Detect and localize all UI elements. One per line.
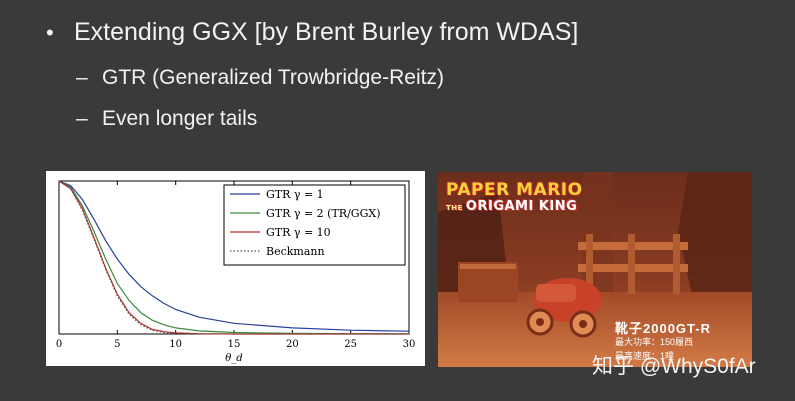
x-tick-label: 5: [114, 339, 120, 350]
sub-bullet-1: – GTR (Generalized Trowbridge-Reitz): [76, 66, 444, 90]
gtr-plot: 0 5 10 15 20 25 30 θ_d GTR γ = 1 GTR γ = 2 (TR/GG…: [46, 171, 425, 366]
main-bullet: • Extending GGX [by Brent Burley from WD…: [46, 18, 578, 47]
bullet-glyph: •: [46, 19, 54, 45]
car-stat-power: 最大功率：150履西: [615, 337, 694, 347]
sub-bullet-1-text: GTR (Generalized Trowbridge-Reitz): [102, 66, 444, 89]
sub-bullet-2: – Even longer tails: [76, 107, 257, 131]
x-tick-label: 10: [169, 339, 182, 350]
series-line-2: [58, 180, 410, 335]
game-logo-subtitle: THE ORIGAMI KING: [446, 199, 577, 214]
sub-bullet-2-text: Even longer tails: [102, 107, 258, 130]
game-scene-image: [438, 172, 752, 367]
game-logo-title: PAPER MARIO: [446, 180, 583, 200]
game-screenshot: PAPER MARIO THE ORIGAMI KING 靴子2000GT-R 最…: [438, 172, 752, 367]
x-tick-label: 25: [344, 339, 357, 350]
series-line-1: [58, 180, 410, 332]
game-logo-subtitle-text: ORIGAMI KING: [465, 199, 578, 214]
x-tick-label: 20: [286, 339, 299, 350]
dash-glyph: –: [76, 107, 88, 130]
legend-box: [223, 184, 406, 266]
x-tick-label: 15: [228, 339, 241, 350]
x-tick-label: 0: [56, 339, 62, 350]
legend-label: GTR γ = 1: [266, 188, 324, 201]
legend-label: Beckmann: [266, 245, 325, 258]
legend-label: GTR γ = 2 (TR/GGX): [266, 207, 381, 220]
x-axis-label: θ_d: [225, 353, 242, 364]
x-tick-label: 30: [403, 339, 416, 350]
series-line-4: [58, 180, 409, 335]
plot-canvas: 0 5 10 15 20 25 30 θ_d GTR γ = 1 GTR γ = 2 (TR/GG…: [56, 180, 416, 364]
car-stat-speed: 最高速度：1噗: [615, 351, 675, 361]
car-name-label: 靴子2000GT-R: [615, 321, 711, 336]
watermark-text: 知乎 @WhyS0fAr: [592, 355, 756, 378]
game-logo-the: THE: [446, 204, 463, 212]
legend-label: GTR γ = 10: [266, 226, 331, 239]
dash-glyph: –: [76, 66, 88, 89]
main-bullet-text: Extending GGX [by Brent Burley from WDAS…: [74, 18, 579, 46]
